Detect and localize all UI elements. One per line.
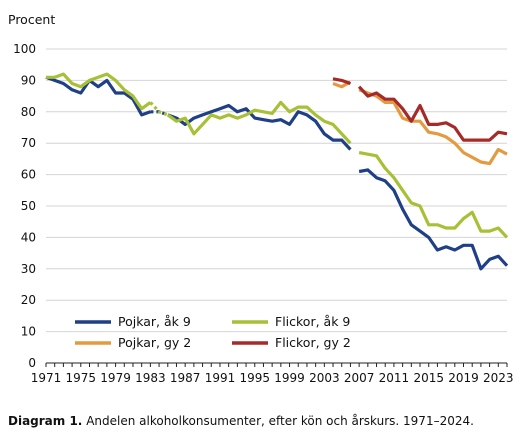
series-line-2-segment-1 [46,72,152,111]
series-line-4-segment-1 [332,77,351,86]
y-tick-0: 0 [28,356,36,370]
y-tick-10: 10 [21,325,36,339]
y-tick-50: 50 [21,199,36,213]
legend-label-4: Flickor, gy 2 [275,335,351,350]
legend-label-3: Pojkar, gy 2 [118,335,191,350]
caption-label: Diagram 1. [8,414,83,428]
series-line-1-segment-4 [358,168,509,271]
x-tick-1975: 1975 [66,371,97,385]
x-tick-2023: 2023 [483,371,514,385]
grid-lines [46,48,507,333]
series-line-4-segment-2 [357,85,508,142]
y-tick-40: 40 [21,230,36,244]
y-tick-20: 20 [21,293,36,307]
legend-label-2: Flickor, åk 9 [275,314,350,329]
x-tick-labels: 1971 1975 1979 1983 1987 1991 1995 1999 2003 2007… [31,371,514,385]
y-tick-100: 100 [13,42,36,56]
series-line-3-segment-2 [358,88,508,166]
y-tick-80: 80 [21,105,36,119]
axes [45,362,508,367]
x-tick-1983: 1983 [135,371,166,385]
x-tick-1987: 1987 [170,371,201,385]
x-tick-1979: 1979 [100,371,131,385]
legend: Pojkar, åk 9 Flickor, åk 9 Pojkar, gy 2 Fli… [75,314,351,350]
series-line-1-segment-1 [45,75,151,117]
x-tick-1999: 1999 [274,371,305,385]
x-tick-2011: 2011 [379,371,410,385]
x-tick-1995: 1995 [239,371,270,385]
legend-label-1: Pojkar, åk 9 [118,314,191,329]
x-tick-2015: 2015 [413,371,444,385]
y-axis-label: Procent [8,12,55,27]
series-line-1-segment-3 [167,103,352,151]
x-tick-2019: 2019 [448,371,479,385]
x-tick-1991: 1991 [205,371,236,385]
x-tick-1971: 1971 [31,371,62,385]
y-tick-30: 30 [21,262,36,276]
figure-caption: Diagram 1. Andelen alkoholkonsumenter, e… [8,414,474,428]
y-tick-70: 70 [21,136,36,150]
series-line-2-segment-2 [149,101,169,117]
x-tick-2003: 2003 [309,371,340,385]
y-tick-labels: 0 10 20 30 40 50 60 70 80 90 100 [13,42,36,370]
y-tick-60: 60 [21,168,36,182]
y-tick-90: 90 [21,73,36,87]
series-line-2-segment-4 [358,151,509,239]
x-tick-2007: 2007 [344,371,375,385]
series-line-2-segment-3 [166,100,352,145]
caption-text: Andelen alkoholkonsumenter, efter kön oc… [82,414,474,428]
series-lines [45,72,509,271]
line-chart: 0 10 20 30 40 50 60 70 80 90 100 1971 1975 1979 1983 1… [8,12,514,385]
